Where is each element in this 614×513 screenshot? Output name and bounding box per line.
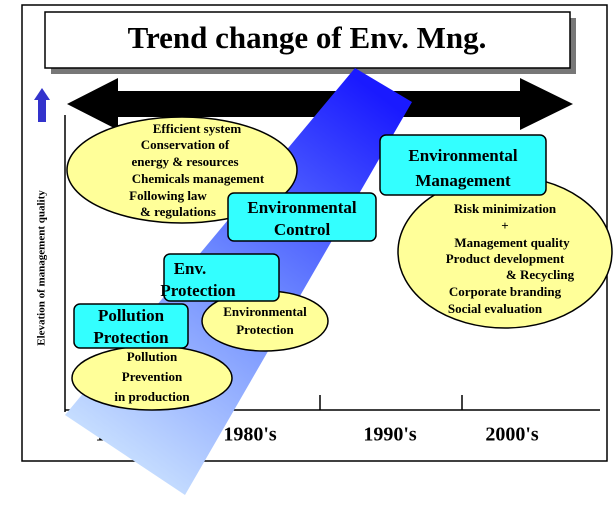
box-text: Protection	[160, 281, 236, 300]
ellipse-text: & Recycling	[506, 267, 575, 282]
stage-box	[73, 303, 189, 349]
ellipse-text: Protection	[236, 322, 294, 337]
ellipse-text: Efficient system	[153, 121, 242, 136]
ellipse-text: Product development	[446, 251, 565, 266]
ellipse-text: Corporate branding	[449, 284, 562, 299]
year-label: 1980's	[223, 424, 277, 446]
ellipse-text: in production	[114, 389, 190, 404]
ellipse-text: Conservation of	[141, 137, 230, 152]
ellipse-text: Risk minimization	[454, 201, 557, 216]
ellipse-text: Social evaluation	[448, 301, 543, 316]
box-text: Env.	[174, 259, 207, 278]
ellipse-text: Management quality	[454, 235, 570, 250]
box-text: Management	[415, 171, 511, 190]
up-arrow	[34, 88, 50, 122]
stage-box	[227, 192, 377, 242]
box-text: Control	[274, 220, 331, 239]
ellipse-text: +	[501, 218, 508, 233]
title-box	[44, 11, 571, 69]
box-text: Protection	[93, 328, 169, 347]
ellipse-text: Prevention	[122, 369, 183, 384]
title: Trend change of Env. Mng.	[128, 20, 487, 55]
box-text: Environmental	[247, 198, 357, 217]
ellipse-text: Chemicals management	[132, 171, 265, 186]
stage-box	[379, 134, 547, 196]
box-text: Environmental	[408, 146, 518, 165]
y-axis-label: Elevation of management quality	[36, 190, 48, 346]
ellipse-text: Following law	[129, 188, 207, 203]
ellipse-text: Pollution	[127, 349, 178, 364]
ellipse-text: Environmental	[223, 304, 307, 319]
stage-box	[163, 253, 280, 302]
year-label: 2000's	[485, 424, 539, 446]
ellipse-text: & regulations	[140, 204, 216, 219]
ellipse-text: energy & resources	[131, 154, 238, 169]
box-text: Pollution	[98, 306, 165, 325]
year-label: 1990's	[363, 424, 417, 446]
